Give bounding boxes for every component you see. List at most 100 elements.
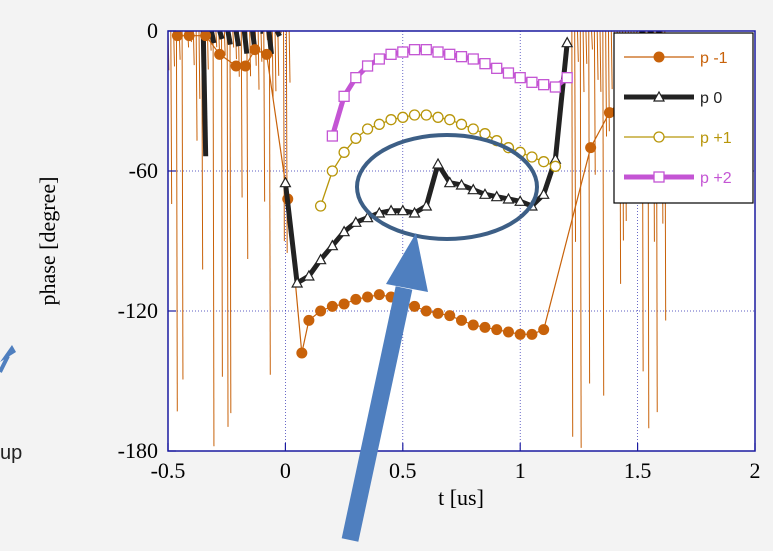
data-point xyxy=(514,72,526,84)
x-axis-label: t [us] xyxy=(438,485,484,510)
noise-trace xyxy=(229,31,232,414)
y-tick-label: -120 xyxy=(118,298,158,323)
data-point xyxy=(214,48,226,60)
noise-trace xyxy=(223,31,226,56)
data-point xyxy=(314,200,327,212)
noise-trace xyxy=(249,31,252,77)
data-point xyxy=(373,53,385,65)
data-point xyxy=(314,253,327,265)
data-point xyxy=(373,206,386,218)
data-point xyxy=(455,178,468,190)
data-point xyxy=(302,269,315,281)
noise-trace xyxy=(610,31,613,90)
noise-trace xyxy=(602,31,605,396)
data-point xyxy=(171,31,183,42)
data-point xyxy=(239,60,251,72)
pointer-arrow-shaft xyxy=(341,286,413,542)
noise-trace xyxy=(274,31,277,92)
y-tick-label: -180 xyxy=(118,438,158,463)
noise-trace xyxy=(181,31,184,380)
data-point xyxy=(326,165,339,177)
data-point xyxy=(455,51,468,63)
data-point xyxy=(444,114,456,126)
data-point xyxy=(338,298,350,310)
data-point xyxy=(444,310,456,322)
noise-trace xyxy=(217,31,225,40)
legend-swatch-marker xyxy=(653,131,665,143)
data-point xyxy=(385,204,398,216)
data-point xyxy=(409,300,421,312)
data-point xyxy=(338,90,350,102)
noise-trace xyxy=(288,31,291,83)
data-point xyxy=(326,239,339,251)
data-point xyxy=(397,111,409,123)
data-point xyxy=(561,36,574,48)
side-text: up xyxy=(0,442,23,464)
noise-trace xyxy=(571,31,574,437)
data-point xyxy=(491,62,503,74)
data-point xyxy=(303,314,315,326)
x-tick-label: 1 xyxy=(515,458,526,483)
noise-trace xyxy=(257,31,260,90)
noise-trace xyxy=(576,31,579,62)
side-arrow-shaft xyxy=(0,355,10,373)
series-layer xyxy=(171,31,674,359)
data-point xyxy=(478,188,491,199)
pointer-arrow-head xyxy=(386,233,428,292)
data-point xyxy=(361,60,374,72)
noise-trace xyxy=(266,31,274,55)
data-point xyxy=(361,123,374,135)
data-point xyxy=(385,48,397,60)
axis-ticks: -0.5 0 0.5 1 1.5 2 -180 -120 -60 0 xyxy=(118,18,761,483)
data-point xyxy=(349,216,362,227)
x-tick-label: 2 xyxy=(750,458,761,483)
noise-trace xyxy=(588,31,591,384)
legend-entry-label: p -1 xyxy=(700,50,728,67)
noise-trace xyxy=(215,31,218,48)
data-point xyxy=(373,118,385,130)
data-point xyxy=(502,67,515,79)
data-point xyxy=(183,31,195,42)
noise-trace xyxy=(195,31,198,141)
data-point xyxy=(350,132,362,144)
data-point xyxy=(479,58,491,70)
data-point xyxy=(291,276,304,288)
data-point xyxy=(526,328,538,340)
noise-trace xyxy=(579,31,582,448)
noise-trace xyxy=(212,31,215,447)
data-point xyxy=(443,176,456,188)
data-point xyxy=(456,314,467,326)
data-point xyxy=(549,160,562,172)
data-point xyxy=(420,109,432,121)
noise-trace xyxy=(170,31,173,205)
data-point xyxy=(408,109,421,121)
data-point xyxy=(397,46,409,58)
data-point xyxy=(420,44,432,56)
y-tick-label: -60 xyxy=(129,158,158,183)
legend-swatch-marker xyxy=(653,51,665,63)
data-point xyxy=(455,118,468,130)
data-point xyxy=(338,146,350,158)
data-point xyxy=(230,60,242,72)
data-point xyxy=(490,190,503,202)
data-point xyxy=(350,72,362,84)
plot-frame xyxy=(167,30,756,452)
legend-entry-label: p +2 xyxy=(700,170,732,187)
noise-trace xyxy=(226,31,229,427)
data-point xyxy=(338,225,351,237)
noise-trace xyxy=(268,31,271,375)
noise-trace xyxy=(596,31,599,80)
data-point xyxy=(432,157,445,169)
noise-trace xyxy=(241,31,250,54)
legend: p -1 p 0 p +1 p +2 xyxy=(613,32,754,204)
data-point xyxy=(514,328,526,340)
data-point xyxy=(408,206,421,218)
x-tick-label: -0.5 xyxy=(151,458,186,483)
data-point xyxy=(561,72,573,84)
noise-trace xyxy=(283,31,285,242)
noise-trace xyxy=(233,31,242,47)
data-point xyxy=(420,199,433,211)
x-tick-label: 1.5 xyxy=(624,458,652,483)
